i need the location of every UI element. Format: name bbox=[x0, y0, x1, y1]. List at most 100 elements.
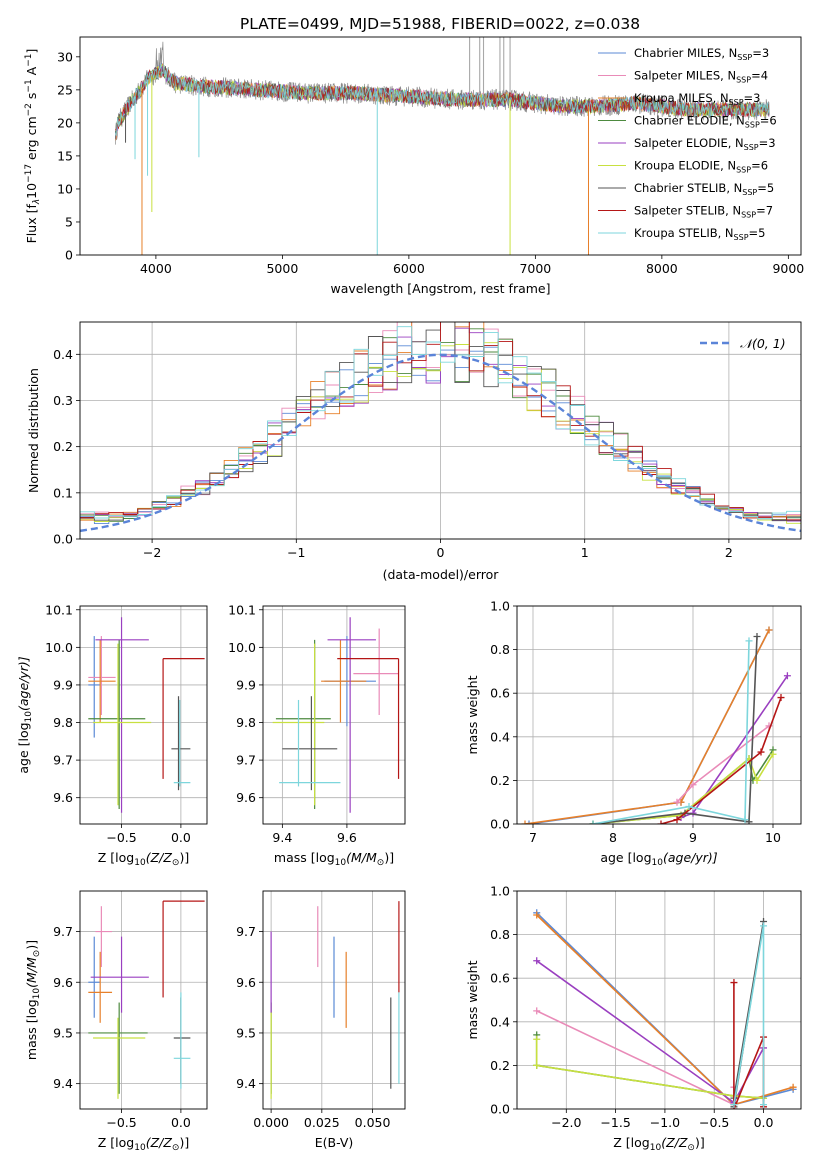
weight-marker-chabrier_miles bbox=[525, 820, 533, 824]
weight-marker-kroupa_miles bbox=[521, 820, 529, 824]
weight-marker-chabrier_stelib bbox=[745, 818, 753, 824]
x-axis-label: E(B-V) bbox=[315, 1135, 354, 1150]
label-part: =6 bbox=[760, 114, 777, 128]
x-tick-label: 6000 bbox=[393, 261, 425, 276]
label-part: SSP bbox=[737, 53, 752, 62]
plot-area bbox=[270, 901, 400, 1099]
y-tick-label: 0.6 bbox=[490, 971, 510, 986]
label-part: mass [log bbox=[24, 999, 39, 1060]
label-part: 10 bbox=[134, 1143, 146, 1153]
legend-entry-salpeter_elodie: Salpeter ELODIE, NSSP=3 bbox=[634, 136, 776, 152]
label-part: =3 bbox=[744, 91, 761, 105]
legend-entry-kroupa_elodie: Kroupa ELODIE, NSSP=6 bbox=[634, 159, 768, 175]
label-part: =6 bbox=[751, 159, 768, 173]
y-tick-label: 1.0 bbox=[490, 599, 510, 614]
label-part: −1 bbox=[24, 79, 34, 92]
model-spectrum-kroupa_stelib bbox=[115, 64, 770, 136]
weight-marker-kroupa_stelib bbox=[745, 637, 753, 645]
residuals-panel: −2 −1 0 1 2 0.0 0.1 0.2 0.3 0.4 𝒩(0, 1) (data-model… bbox=[26, 321, 802, 582]
y-tick-label: 9.9 bbox=[236, 677, 256, 692]
x-tick-label: 0.0 bbox=[171, 1115, 191, 1130]
label-part: Salpeter STELIB, N bbox=[634, 204, 741, 218]
y-tick-label: 0.2 bbox=[490, 1058, 510, 1073]
weight-marker-kroupa_stelib bbox=[741, 816, 749, 824]
axes-frame bbox=[79, 36, 802, 256]
y-tick-label: 0.4 bbox=[53, 347, 73, 362]
weight-marker-kroupa_stelib bbox=[589, 820, 597, 824]
weight-marker-kroupa_elodie bbox=[769, 750, 777, 758]
x-tick-label: −1.0 bbox=[650, 1115, 680, 1130]
weight-marker-salpeter_stelib bbox=[777, 694, 785, 702]
y-tick-label: 9.6 bbox=[236, 790, 256, 805]
y-tick-label: 0.6 bbox=[490, 686, 510, 701]
axes-frame bbox=[79, 321, 802, 540]
spectrum-panel: 4000 5000 6000 7000 8000 9000 0 5 10 15 20 25 30 wave… bbox=[24, 36, 804, 296]
y-tick-label: 1.0 bbox=[490, 884, 510, 899]
label-part: age [log bbox=[16, 722, 31, 773]
weight-line-chabrier_elodie bbox=[535, 1034, 764, 1099]
plot-area bbox=[88, 617, 205, 813]
weight-marker-salpeter_stelib bbox=[673, 816, 681, 824]
label-part: −17 bbox=[24, 164, 34, 183]
label-part: (age/yr)] bbox=[663, 850, 718, 865]
label-part: (M/M bbox=[24, 957, 39, 988]
label-part: )] bbox=[24, 940, 39, 950]
weight-line-salpeter_stelib bbox=[660, 697, 782, 824]
x-axis-label: mass [log10(M/M⊙)] bbox=[274, 850, 394, 868]
x-tick-label: −1 bbox=[287, 545, 305, 560]
y-tick-label: 9.8 bbox=[236, 715, 256, 730]
y-tick-label: 0 bbox=[65, 248, 73, 263]
x-tick-label: 8 bbox=[609, 830, 617, 845]
legend-entry-chabrier_miles: Chabrier MILES, NSSP=3 bbox=[634, 46, 769, 62]
y-tick-label: 0.4 bbox=[490, 729, 510, 744]
label-part: λ bbox=[32, 199, 42, 205]
y-tick-label: 25 bbox=[57, 82, 73, 97]
age_vs_Z-panel: −0.5 0.09.69.79.89.910.010.1Z [log10(Z/Z⊙… bbox=[16, 602, 208, 868]
y-tick-label: 0.0 bbox=[490, 817, 510, 832]
y-tick-label: 5 bbox=[65, 214, 73, 229]
label-part: )] bbox=[695, 1135, 705, 1150]
label-part: 10 bbox=[24, 183, 39, 199]
y-tick-label: 10.1 bbox=[45, 602, 73, 617]
label-part: ⊙ bbox=[172, 858, 180, 868]
axes-frame bbox=[262, 605, 406, 825]
y-axis-label: mass [log10(M/M⊙)] bbox=[24, 940, 42, 1060]
y-tick-label: 0.1 bbox=[53, 485, 73, 500]
weight-marker-salpeter_elodie bbox=[783, 672, 791, 680]
weight-marker-salpeter_miles bbox=[689, 781, 697, 789]
y-tick-label: 0.0 bbox=[490, 1102, 510, 1117]
x-tick-label: −1.5 bbox=[600, 1115, 630, 1130]
weight-marker-kroupa_miles bbox=[765, 626, 773, 634]
label-part: 10 bbox=[335, 858, 347, 868]
y-tick-label: 9.7 bbox=[53, 924, 73, 939]
weight-marker-chabrier_stelib bbox=[753, 633, 761, 641]
gaussian-curve bbox=[80, 353, 801, 533]
y-tick-label: 0.0 bbox=[53, 532, 73, 547]
weight-line-kroupa_miles bbox=[524, 629, 770, 824]
x-tick-label: 7000 bbox=[519, 261, 551, 276]
weight-line-salpeter_stelib bbox=[733, 982, 765, 1109]
x-tick-label: 0.025 bbox=[304, 1115, 340, 1130]
grid bbox=[263, 606, 405, 824]
label-part: =3 bbox=[752, 46, 769, 60]
label-part: Kroupa ELODIE, N bbox=[634, 159, 736, 173]
x-tick-label: 0.050 bbox=[355, 1115, 391, 1130]
weight-line-salpeter_elodie bbox=[536, 960, 765, 1104]
x-axis-label: (data-model)/error bbox=[383, 567, 500, 582]
weight-marker-kroupa_elodie bbox=[533, 1061, 541, 1069]
grid bbox=[517, 605, 801, 825]
label-part: wavelength [Angstrom, rest frame] bbox=[330, 281, 550, 296]
label-part: −2 bbox=[24, 103, 34, 116]
label-part: Flux [f bbox=[24, 204, 39, 244]
y-tick-label: 0.2 bbox=[490, 773, 510, 788]
label-part: age [log bbox=[600, 850, 651, 865]
label-part: ⊙ bbox=[32, 950, 42, 958]
legend-entry-chabrier_elodie: Chabrier ELODIE, NSSP=6 bbox=[634, 114, 777, 130]
label-part: mass [log bbox=[274, 850, 335, 865]
x-tick-label: 9.4 bbox=[272, 830, 292, 845]
label-part: s bbox=[24, 93, 39, 104]
y-tick-label: 9.7 bbox=[236, 753, 256, 768]
y-tick-label: 9.6 bbox=[236, 975, 256, 990]
